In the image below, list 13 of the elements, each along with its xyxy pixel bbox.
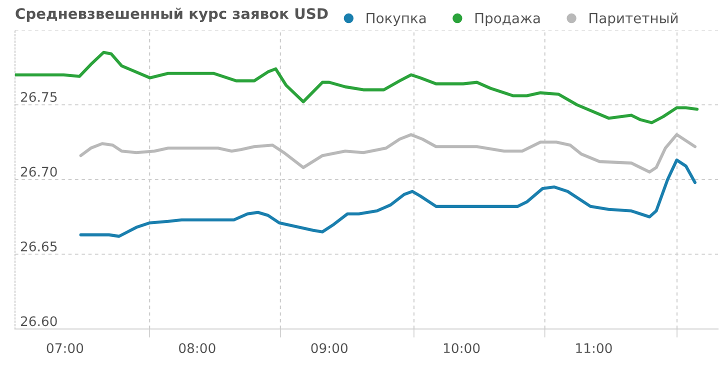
chart-title: Средневзвешенный курс заявок USD — [16, 8, 328, 22]
legend-label: Покупка — [366, 13, 426, 26]
x-tick-label: 07:00 — [46, 343, 84, 354]
legend-label: Продажа — [475, 13, 540, 26]
x-tick-label: 09:00 — [311, 343, 348, 354]
x-tick-label: 08:00 — [179, 343, 216, 354]
y-tick-label: 26.70 — [20, 166, 57, 177]
y-tick-label: 26.60 — [20, 316, 57, 326]
x-tick-label: 11:00 — [576, 343, 612, 354]
x-tick-label: 10:00 — [444, 343, 480, 354]
legend-label: Паритетный — [590, 12, 678, 26]
y-tick-label: 26.75 — [20, 92, 57, 102]
y-tick-label: 26.65 — [20, 241, 57, 252]
